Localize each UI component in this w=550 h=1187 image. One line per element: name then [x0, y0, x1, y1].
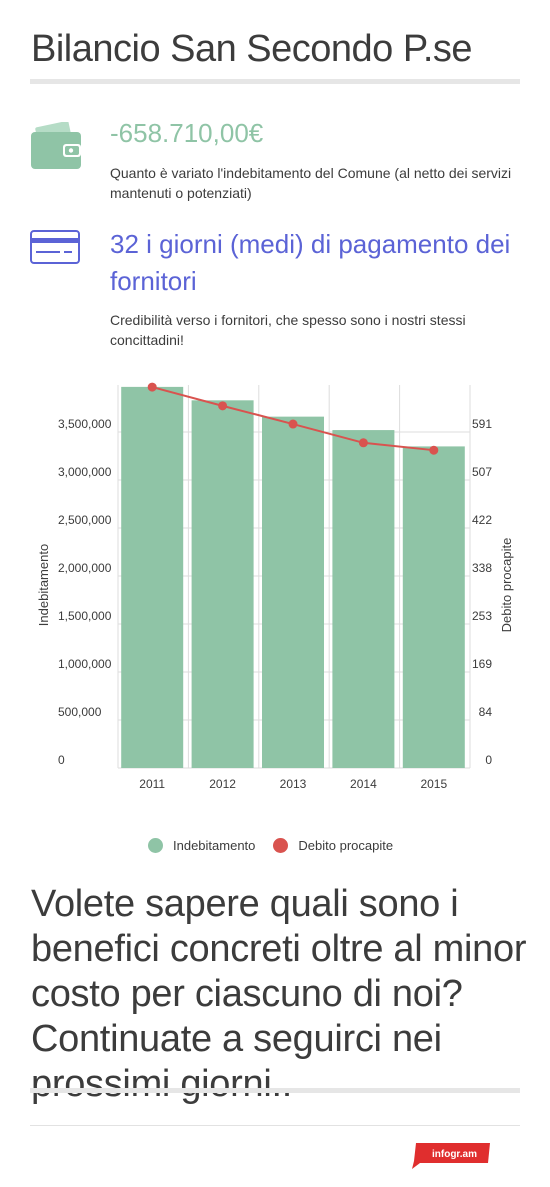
legend-swatch-indebitamento [148, 838, 163, 853]
legend-swatch-debito-procapite [273, 838, 289, 853]
bar [332, 430, 395, 768]
y-right-tick-label: 84 [479, 705, 493, 719]
bar [191, 400, 254, 768]
payment-days-value: 32 i giorni (medi) di pagamento dei forn… [110, 229, 511, 296]
y-right-tick-label: 422 [472, 513, 492, 527]
y-left-tick-label: 0 [58, 753, 65, 767]
payment-days-description: Credibilità verso i fornitori, che spess… [110, 312, 466, 348]
legend-label-indebitamento: Indebitamento [173, 838, 256, 853]
line-point [288, 419, 298, 429]
x-tick-label: 2015 [420, 777, 447, 791]
y-left-tick-label: 500,000 [58, 705, 102, 719]
wallet-icon [31, 122, 81, 169]
line-point [147, 382, 157, 392]
debt-chart: 0 500,000 1,000,000 1,500,000 2,000,000 2,500… [36, 382, 514, 791]
legend-item-debito-procapite: Debito procapite [273, 838, 393, 853]
y-left-tick-label: 1,000,000 [58, 657, 112, 671]
y-left-tick-label: 2,000,000 [58, 561, 112, 575]
y-right-tick-label: 253 [472, 609, 492, 623]
page-title: Bilancio San Secondo P.se [31, 28, 473, 70]
brand-text: infogr.am [432, 1149, 477, 1160]
y-right-axis-title: Debito procapite [499, 538, 514, 633]
debt-change-description: Quanto è variato l'indebitamento del Com… [110, 165, 512, 201]
y-left-tick-label: 2,500,000 [58, 513, 112, 527]
bar [262, 416, 324, 768]
chart-legend: Indebitamento Debito procapite [148, 838, 411, 853]
x-tick-label: 2011 [139, 777, 165, 791]
x-tick-label: 2014 [350, 777, 377, 791]
bar [402, 446, 465, 768]
line-point [218, 401, 228, 411]
infogram-logo[interactable]: infogr.am [412, 1143, 492, 1169]
y-left-tick-label: 3,000,000 [58, 465, 112, 479]
legend-item-indebitamento: Indebitamento [148, 838, 255, 853]
y-right-tick-label: 338 [472, 561, 492, 575]
y-right-tick-label: 169 [472, 657, 492, 671]
header-divider [30, 79, 520, 84]
call-to-action-text: Volete sapere quali sono i benefici conc… [31, 883, 527, 1105]
y-right-tick-label: 0 [485, 753, 492, 767]
footer-thin-divider [30, 1125, 520, 1126]
bar [121, 386, 184, 768]
legend-label-debito-procapite: Debito procapite [298, 838, 394, 853]
y-right-tick-label: 591 [472, 417, 492, 431]
debt-change-value: -658.710,00€ [110, 118, 264, 148]
line-point [429, 445, 439, 455]
y-right-tick-label: 507 [472, 465, 492, 479]
y-left-tick-label: 1,500,000 [58, 609, 112, 623]
footer-divider [30, 1088, 520, 1093]
y-left-axis-title: Indebitamento [36, 544, 51, 626]
y-left-tick-label: 3,500,000 [58, 417, 112, 431]
x-tick-label: 2012 [209, 777, 236, 791]
line-point [358, 438, 368, 448]
x-tick-label: 2013 [280, 777, 307, 791]
credit-card-icon [30, 230, 80, 264]
